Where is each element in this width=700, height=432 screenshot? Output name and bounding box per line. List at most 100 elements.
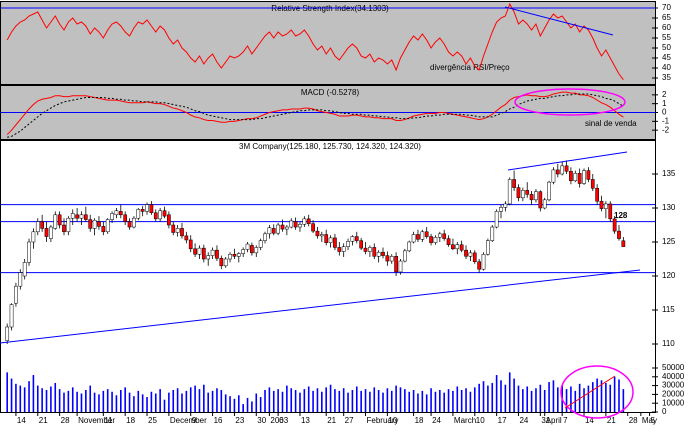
volume-bar (133, 396, 135, 412)
candle-body (35, 221, 40, 233)
candle-body (394, 256, 398, 273)
candle-body (306, 218, 311, 224)
volume-bar (321, 391, 323, 412)
candle-body (276, 224, 280, 234)
candle-body (595, 188, 599, 202)
candle-body (158, 210, 162, 220)
volume-bar (198, 389, 201, 412)
volume-bar (303, 389, 306, 412)
candle-body (420, 231, 425, 240)
candle-body (79, 214, 84, 219)
volume-bar (6, 372, 8, 412)
volume-bar (176, 388, 179, 412)
volume-bar (45, 390, 48, 412)
volume-bar (251, 401, 253, 412)
candle-body (608, 203, 613, 220)
x-tick-label: 24 (519, 416, 528, 425)
y-tick-label: 65 (662, 13, 671, 22)
candle-body (512, 179, 516, 188)
candle-body (175, 228, 180, 233)
volume-bar (517, 385, 520, 412)
candle-body (97, 221, 101, 227)
candle-body (569, 171, 573, 182)
candle-body (538, 191, 543, 209)
volume-bar (58, 389, 61, 412)
x-tick-label: 10 (476, 416, 485, 425)
candle-body (407, 241, 412, 252)
x-tick-label: 28 (629, 416, 638, 425)
volume-bar (242, 404, 244, 412)
candle-body (44, 228, 49, 237)
volume-bar (596, 378, 598, 412)
candle-body (228, 253, 232, 260)
candle-body (341, 246, 346, 252)
volume-bar (163, 399, 166, 412)
y-tick-label: 70 (662, 3, 671, 12)
volume-bar (115, 395, 118, 412)
candle-body (477, 261, 481, 270)
candle-body (145, 204, 149, 212)
candle-body (499, 207, 503, 212)
candle-body (180, 228, 184, 237)
y-tick-label: 55 (662, 33, 671, 42)
volume-bar (605, 382, 607, 412)
candle-body (136, 209, 141, 219)
volume-bar (172, 390, 175, 412)
line-series (6, 2, 624, 81)
volume-bar (76, 391, 78, 412)
volume-bar (185, 390, 188, 412)
candle-body (132, 217, 136, 228)
candle-body (188, 239, 193, 250)
candle-body (359, 240, 364, 249)
volume-bar (89, 385, 92, 412)
volume-bar (264, 390, 266, 412)
x-tick-label: 24 (432, 416, 441, 425)
volume-bar (377, 390, 380, 412)
candle-body (437, 233, 442, 238)
candle-body (337, 247, 342, 252)
candle-body (22, 262, 27, 277)
volume-bar (71, 387, 74, 412)
volume-bar (565, 389, 568, 412)
candle-body (389, 256, 394, 262)
volume-bar (390, 390, 393, 412)
volume-bar (316, 388, 319, 412)
volume-bar (224, 394, 227, 412)
volume-bar (334, 389, 336, 412)
panel-title: MACD (-0.5278) (301, 88, 360, 97)
x-tick-label: 14 (585, 416, 594, 425)
volume-bar (237, 395, 240, 412)
volume-bar (50, 386, 52, 412)
candle-body (245, 243, 250, 250)
candle-body (311, 223, 315, 232)
candle-body (459, 244, 464, 251)
candle-body (315, 230, 320, 237)
candle-body (223, 258, 228, 267)
candle-body (215, 249, 219, 259)
divergence-line (504, 6, 614, 36)
candle-body (547, 181, 551, 201)
candle-body (429, 236, 433, 243)
volume-bar (141, 394, 144, 412)
x-tick-label: 21 (607, 416, 616, 425)
volume-bar (259, 397, 262, 412)
x-tick-label: May (642, 416, 657, 425)
volume-bar (93, 392, 96, 412)
candle-body (162, 210, 167, 217)
candle-body (201, 247, 206, 260)
volume-bar (587, 385, 590, 412)
volume-bar (548, 382, 550, 412)
y-tick-label: 0 (662, 108, 667, 117)
candle-body (280, 224, 285, 230)
line-series (7, 93, 624, 138)
candle-body (9, 304, 14, 328)
candle-body (403, 250, 407, 262)
volume-bar (482, 381, 485, 412)
candle-body (123, 214, 128, 222)
volume-bar (543, 390, 546, 412)
candle-body (254, 247, 259, 254)
trend-line (0, 269, 641, 344)
volume-bar (342, 388, 345, 412)
